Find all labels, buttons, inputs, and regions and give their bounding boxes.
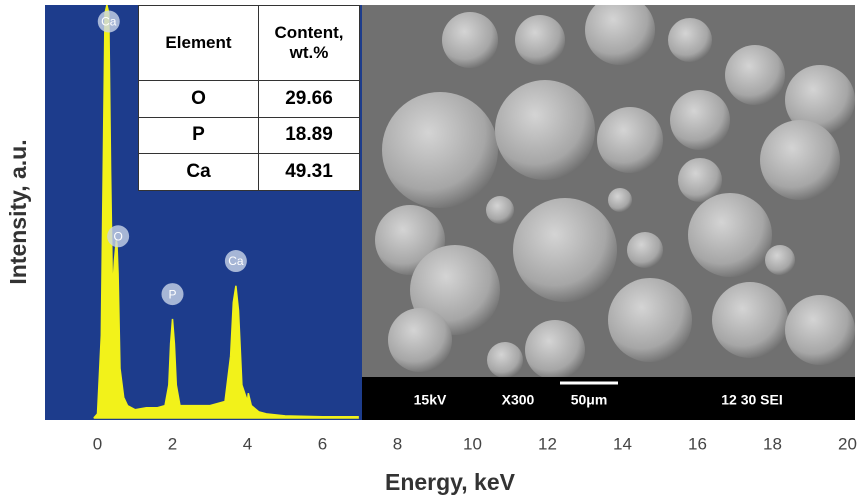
x-tick-label: 6	[318, 434, 327, 453]
composition-table: Element Content, wt.% O 29.66 P 18.89 Ca 49.…	[138, 5, 360, 191]
table-cell: 49.31	[258, 153, 360, 191]
table-cell: Ca	[138, 153, 259, 191]
x-tick-label: 12	[538, 434, 557, 453]
x-tick-label: 8	[393, 434, 402, 453]
micrograph-label: 15kV	[414, 392, 447, 408]
micrograph-label: X300	[502, 392, 535, 408]
micrograph-label: 12 30 SEI	[721, 392, 783, 408]
peak-marker	[107, 225, 130, 248]
peak-marker	[224, 250, 247, 273]
table-cell: O	[138, 80, 259, 118]
table-cell: P	[138, 116, 259, 155]
table-cell: 18.89	[258, 116, 360, 155]
peak-label: P	[168, 287, 176, 301]
x-tick-label: 2	[168, 434, 177, 453]
peak-marker	[97, 10, 120, 33]
x-axis-label: Energy, keV	[385, 469, 516, 495]
spectrum-area	[93, 5, 359, 419]
table-header: Content, wt.%	[258, 5, 360, 81]
x-tick-label: 0	[93, 434, 102, 453]
x-tick-label: 20	[838, 434, 857, 453]
table-cell: 29.66	[258, 80, 360, 118]
micrograph	[362, 5, 855, 420]
micrograph-label: 50μm	[571, 392, 608, 408]
peak-marker	[161, 283, 184, 306]
peak-label: Ca	[228, 254, 244, 268]
table-header: Element	[138, 5, 259, 81]
x-tick-label: 18	[763, 434, 782, 453]
peak-label: O	[113, 229, 122, 243]
peak-label: Ca	[101, 15, 117, 29]
spectrum	[93, 5, 359, 419]
x-tick-label: 16	[688, 434, 707, 453]
y-axis-label: Intensity, a.u.	[5, 139, 31, 284]
x-tick-label: 10	[463, 434, 482, 453]
x-tick-label: 14	[613, 434, 632, 453]
x-tick-label: 4	[243, 434, 252, 453]
